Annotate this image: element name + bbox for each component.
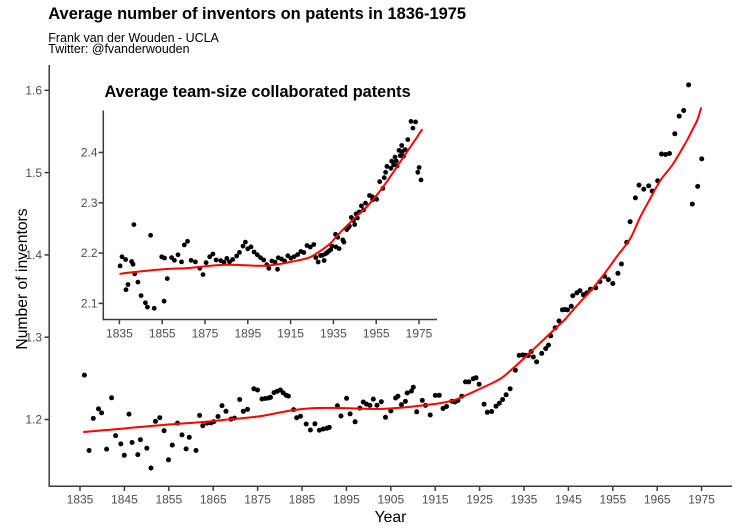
- svg-text:1975: 1975: [406, 327, 433, 341]
- svg-text:1955: 1955: [363, 327, 390, 341]
- svg-text:Frank van der Wouden - UCLA: Frank van der Wouden - UCLA: [48, 31, 219, 45]
- svg-text:1975: 1975: [688, 493, 715, 507]
- svg-text:1835: 1835: [106, 327, 133, 341]
- svg-text:1855: 1855: [155, 493, 182, 507]
- svg-text:2.3: 2.3: [81, 196, 98, 210]
- svg-text:1925: 1925: [466, 493, 493, 507]
- svg-text:1945: 1945: [555, 493, 582, 507]
- svg-text:Year: Year: [375, 509, 407, 526]
- svg-text:1875: 1875: [192, 327, 219, 341]
- svg-text:Average number of inventors on: Average number of inventors on patents i…: [48, 5, 466, 23]
- svg-text:1965: 1965: [644, 493, 671, 507]
- svg-text:1875: 1875: [244, 493, 271, 507]
- svg-text:1865: 1865: [200, 493, 227, 507]
- svg-text:1935: 1935: [320, 327, 347, 341]
- svg-text:1835: 1835: [67, 493, 94, 507]
- svg-text:2.1: 2.1: [81, 296, 98, 310]
- svg-text:1.2: 1.2: [25, 413, 42, 427]
- svg-text:1915: 1915: [422, 493, 449, 507]
- svg-text:1.5: 1.5: [25, 166, 42, 180]
- svg-text:Twitter: @fvanderwouden: Twitter: @fvanderwouden: [48, 42, 189, 56]
- svg-text:1905: 1905: [377, 493, 404, 507]
- svg-text:2.4: 2.4: [81, 146, 98, 160]
- svg-text:1845: 1845: [111, 493, 138, 507]
- svg-text:Average team-size collaborated: Average team-size collaborated patents: [105, 83, 411, 101]
- svg-text:1855: 1855: [149, 327, 176, 341]
- svg-text:1895: 1895: [234, 327, 261, 341]
- svg-text:1.6: 1.6: [25, 84, 42, 98]
- svg-text:1885: 1885: [289, 493, 316, 507]
- svg-text:Number of inventors: Number of inventors: [14, 208, 31, 349]
- svg-text:1.3: 1.3: [25, 330, 42, 344]
- svg-text:1895: 1895: [333, 493, 360, 507]
- svg-text:1955: 1955: [599, 493, 626, 507]
- svg-text:1.4: 1.4: [25, 248, 42, 262]
- svg-text:2.2: 2.2: [81, 246, 98, 260]
- svg-text:1935: 1935: [511, 493, 538, 507]
- svg-text:1915: 1915: [277, 327, 304, 341]
